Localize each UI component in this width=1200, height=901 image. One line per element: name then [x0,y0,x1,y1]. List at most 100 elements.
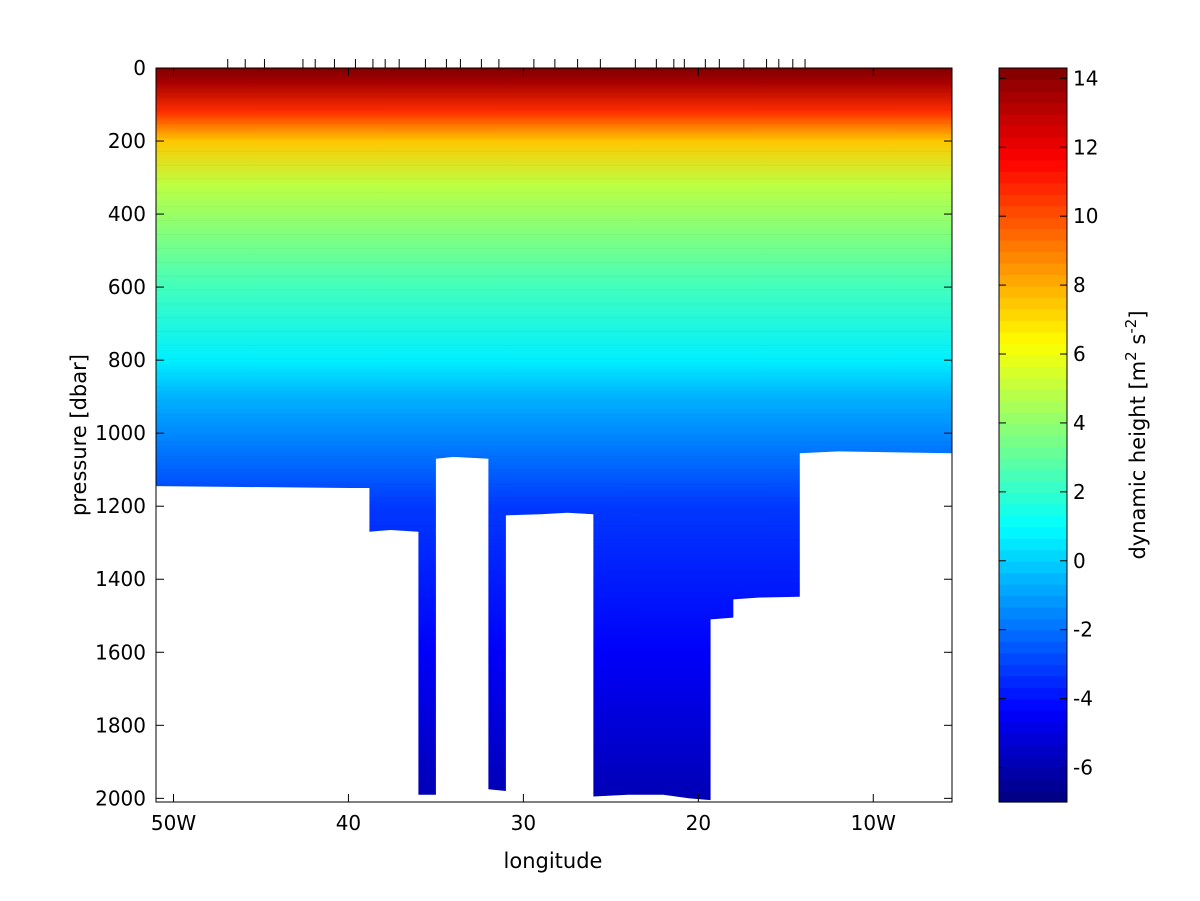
x-tick-label: 20 [686,811,711,835]
colorbar-band [999,148,1067,161]
x-tick-label: 40 [336,811,361,835]
colorbar-band [999,607,1067,620]
colorbar-band [999,435,1067,448]
colorbar-band [999,549,1067,562]
colorbar-band [999,664,1067,677]
colorbar-band [999,320,1067,333]
colorbar-tick-label: -2 [1073,618,1093,642]
y-tick-label: 400 [108,202,146,226]
colorbar-tick-label: -4 [1073,687,1093,711]
y-tick-label: 1800 [95,713,146,737]
colorbar-band [999,756,1067,769]
y-tick-label: 1000 [95,421,146,445]
colorbar-tick-label: 14 [1073,66,1098,90]
colorbar-band [999,343,1067,356]
colorbar-band [999,285,1067,298]
colorbar-band [999,331,1067,344]
colorbar-band [999,412,1067,425]
colorbar-tick-label: 4 [1073,411,1086,435]
colorbar-band [999,389,1067,402]
colorbar-band [999,423,1067,436]
y-tick-label: 200 [108,129,146,153]
colorbar-band [999,354,1067,367]
colorbar-band [999,629,1067,643]
colorbar-band [999,159,1067,172]
y-tick-label: 800 [108,348,146,372]
colorbar-band [999,790,1067,803]
colorbar-band [999,733,1067,746]
colorbar-band [999,171,1067,184]
y-tick-label: 600 [108,275,146,299]
colorbar-band [999,618,1067,631]
y-axis-label: pressure [dbar] [67,354,91,516]
colorbar-band [999,584,1067,597]
colorbar-band [999,240,1067,253]
colorbar-band [999,710,1067,723]
x-tick-label: 50W [151,811,196,835]
colorbar-band [999,182,1067,195]
colorbar-band [999,721,1067,734]
station-ticks [227,59,806,68]
colorbar-band [999,480,1067,493]
colorbar-band [999,102,1067,115]
colorbar-tick-label: 10 [1073,204,1098,228]
colorbar-band [999,217,1067,230]
colorbar-band [999,469,1067,482]
x-axis: 50W 40 30 20 10W [151,68,896,835]
y-tick-label: 2000 [95,786,146,810]
colorbar-band [999,572,1067,585]
colorbar-band [999,90,1067,104]
y-tick-label: 0 [133,56,146,80]
y-tick-label: 1600 [95,640,146,664]
colorbar-band [999,698,1067,711]
colorbar-label-mid: s [1126,334,1150,352]
colorbar-tick-label: 6 [1073,342,1086,366]
colorbar-band [999,262,1067,276]
colorbar-tick-label: 2 [1073,480,1086,504]
colorbar-band [999,515,1067,528]
colorbar-band [999,136,1067,149]
colorbar-frame [998,67,1068,803]
colorbar-band [999,113,1067,126]
colorbar-band [999,194,1067,207]
colorbar-band [999,503,1067,516]
colorbar-band [999,446,1067,459]
colorbar-bands [999,68,1067,803]
colorbar-label-sup1: 2 [1122,351,1140,361]
colorbar-band [999,457,1067,471]
colorbar-band [999,400,1067,413]
colorbar-band [999,366,1067,379]
colorbar-band [999,675,1067,688]
colorbar-band [999,538,1067,551]
y-tick-label: 1400 [95,567,146,591]
colorbar-band [999,274,1067,287]
colorbar-band [999,377,1067,390]
colorbar-label-end: ] [1126,310,1150,318]
seafloor-mask [156,451,952,802]
colorbar-label: dynamic height [m2 s-2] [1122,310,1150,559]
colorbar-band [999,526,1067,539]
colorbar-band [999,492,1067,505]
colorbar-band [999,652,1067,665]
colorbar-ticks: -6 -4 -2 0 2 4 6 8 10 12 14 [999,66,1098,780]
y-tick-label: 1200 [95,494,146,518]
colorbar-tick-label: 8 [1073,273,1086,297]
colorbar-band [999,68,1067,81]
colorbar-label-sup2: -2 [1122,319,1140,334]
colorbar-band [999,767,1067,780]
x-tick-label: 10W [851,811,896,835]
plot-area: 50W 40 30 20 10W 0 200 400 600 800 1000 1200 1400 16… [95,56,953,835]
colorbar-tick-label: 0 [1073,549,1086,573]
colorbar-band [999,744,1067,757]
colorbar-band [999,297,1067,310]
colorbar-band [999,251,1067,264]
plot-frame [155,67,953,803]
colorbar-tick-label: 12 [1073,135,1098,159]
colorbar-band [999,641,1067,654]
x-tick-label: 30 [511,811,536,835]
colorbar-band [999,595,1067,608]
colorbar-band [999,125,1067,138]
colorbar-band [999,205,1067,218]
colorbar-band [999,228,1067,241]
